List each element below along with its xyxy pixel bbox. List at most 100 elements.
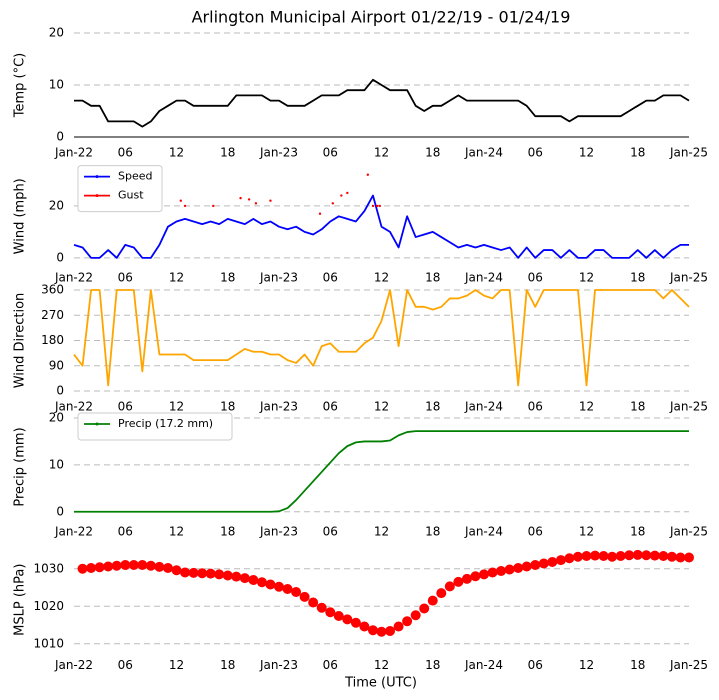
x-tick-label: 12	[169, 146, 184, 160]
x-tick-label: 18	[220, 146, 235, 160]
y-tick-label: 20	[49, 26, 64, 40]
point	[615, 551, 626, 562]
point	[590, 550, 601, 561]
x-tick-label: 06	[118, 525, 133, 539]
point	[128, 560, 139, 571]
x-tick-label: 18	[220, 658, 235, 672]
y-tick-label: 20	[49, 411, 64, 425]
gust-point	[254, 202, 258, 205]
gust-point	[247, 198, 251, 201]
x-tick-label: 12	[579, 271, 594, 285]
point	[419, 603, 430, 614]
x-tick-label: Jan-25	[669, 146, 708, 160]
x-tick-label: 18	[425, 400, 440, 414]
point	[77, 563, 88, 574]
x-tick-label: 18	[220, 400, 235, 414]
x-tick-label: Jan-23	[259, 146, 298, 160]
point	[239, 573, 250, 584]
point	[86, 563, 97, 574]
x-tick-label: 18	[425, 146, 440, 160]
y-axis-label: Temp (°C)	[13, 53, 28, 119]
x-tick-label: 06	[323, 271, 338, 285]
point	[111, 560, 122, 571]
point	[291, 587, 302, 598]
point	[231, 571, 242, 582]
point	[359, 621, 370, 632]
x-tick-label: 12	[374, 146, 389, 160]
x-tick-label: Jan-22	[54, 400, 93, 414]
gust-point	[366, 173, 370, 176]
point	[555, 555, 566, 566]
point	[282, 584, 293, 595]
point	[564, 553, 575, 564]
y-tick-label: 1030	[33, 561, 64, 575]
x-tick-label: 12	[374, 400, 389, 414]
point	[248, 575, 259, 586]
point	[632, 549, 643, 560]
point	[607, 551, 618, 562]
x-tick-label: Jan-24	[464, 146, 503, 160]
point	[641, 550, 652, 561]
x-tick-label: Jan-25	[669, 525, 708, 539]
x-tick-label: Jan-25	[669, 400, 708, 414]
y-tick-label: 0	[56, 504, 64, 518]
x-tick-label: 06	[118, 400, 133, 414]
point	[487, 567, 498, 578]
gust-point	[331, 202, 335, 205]
y-tick-label: 180	[41, 333, 64, 347]
point	[402, 616, 413, 627]
x-tick-label: Jan-23	[259, 525, 298, 539]
point	[521, 561, 532, 572]
x-tick-label: Jan-25	[669, 658, 708, 672]
y-axis-label: Wind Direction	[13, 293, 28, 389]
x-tick-label: 12	[374, 271, 389, 285]
legend-marker	[95, 194, 99, 198]
point	[572, 551, 583, 562]
x-tick-label: Jan-23	[259, 271, 298, 285]
point	[547, 557, 558, 568]
series-line	[73, 194, 689, 259]
point	[256, 577, 267, 588]
x-tick-label: 06	[323, 525, 338, 539]
x-tick-label: 12	[579, 658, 594, 672]
point	[624, 550, 635, 561]
y-tick-label: 0	[56, 130, 64, 144]
point	[675, 552, 686, 563]
y-tick-label: 360	[41, 283, 64, 297]
x-tick-label: 12	[169, 400, 184, 414]
x-tick-label: Jan-22	[54, 525, 93, 539]
point	[197, 568, 208, 579]
x-tick-label: 18	[220, 271, 235, 285]
x-tick-label: 06	[528, 658, 543, 672]
y-tick-label: 90	[49, 358, 64, 372]
x-tick-label: 18	[425, 525, 440, 539]
x-tick-label: 18	[630, 146, 645, 160]
point	[367, 625, 378, 636]
x-tick-label: Jan-24	[464, 658, 503, 672]
point	[658, 551, 669, 562]
series-line	[74, 430, 689, 513]
point	[299, 591, 310, 602]
x-tick-label: Jan-22	[54, 146, 93, 160]
x-tick-label: 06	[323, 146, 338, 160]
point	[137, 560, 148, 571]
point	[410, 610, 421, 621]
x-tick-label: Jan-24	[464, 525, 503, 539]
point	[496, 566, 507, 577]
point	[470, 571, 481, 582]
legend-marker	[95, 422, 99, 426]
x-tick-label: 06	[323, 400, 338, 414]
x-tick-label: 18	[220, 525, 235, 539]
legend-label: Speed	[118, 170, 152, 183]
point	[513, 563, 524, 574]
gust-point	[378, 204, 381, 208]
point	[145, 560, 156, 571]
point	[188, 567, 199, 578]
point	[154, 561, 165, 572]
x-tick-label: 06	[118, 146, 133, 160]
gust-point	[346, 191, 349, 195]
y-tick-label: 1020	[33, 599, 64, 613]
gust-point	[183, 204, 187, 208]
point	[393, 621, 404, 632]
point	[581, 551, 592, 562]
